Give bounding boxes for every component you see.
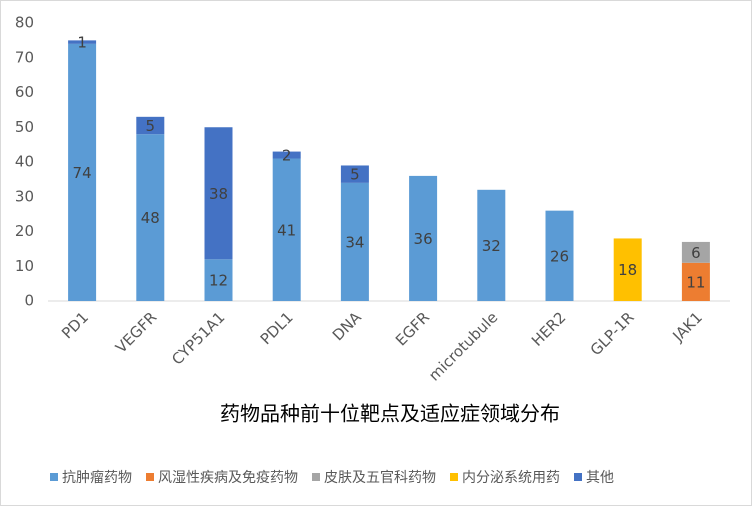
data-label: 26 [550,247,569,265]
bar-segment [204,259,233,301]
data-label: 34 [345,233,364,251]
legend-label: 内分泌系统用药 [462,470,560,486]
legend-swatch [574,473,582,481]
y-tick-label: 40 [15,153,34,171]
bar-segment [272,151,301,159]
data-label: 32 [482,237,501,255]
y-tick-label: 60 [15,83,34,101]
legend-label: 其他 [586,470,614,486]
data-label: 11 [686,273,705,291]
data-label: 18 [618,261,637,279]
bar-segment [136,116,165,135]
data-label: 36 [414,230,433,248]
data-label: 2 [282,147,292,165]
data-label: 1 [77,34,87,52]
legend-swatch [146,473,154,481]
y-tick-label: 50 [15,118,34,136]
bar-segment [68,40,97,44]
data-label: 74 [73,164,92,182]
y-tick-label: 70 [15,48,34,66]
bar-segment [681,241,710,263]
bar-segment [136,134,165,301]
y-tick-label: 80 [15,14,34,32]
legend-label: 皮肤及五官科药物 [324,470,436,486]
data-label: 48 [141,209,160,227]
bar-segment [545,210,574,301]
legend-label: 风湿性疾病及免疫药物 [158,470,298,486]
bar-segment [272,158,301,301]
data-label: 38 [209,185,228,203]
y-tick-label: 30 [15,187,34,205]
y-tick-label: 0 [24,292,34,310]
data-label: 41 [277,221,296,239]
bar-segment [68,43,97,301]
data-label: 5 [350,166,360,184]
data-label: 12 [209,272,228,290]
legend-swatch [50,473,58,481]
y-tick-label: 20 [15,222,34,240]
bar-segment [613,238,642,301]
chart-title: 药物品种前十位靶点及适应症领域分布 [220,402,560,426]
data-label: 5 [146,117,156,135]
legend-swatch [450,473,458,481]
bar-segment [409,175,438,301]
bar-segment [477,189,506,301]
bar-segment [340,182,369,301]
legend-label: 抗肿瘤药物 [62,469,132,486]
bar-segment [681,262,710,301]
legend-swatch [312,473,320,481]
data-label: 6 [691,244,701,262]
y-tick-label: 10 [15,257,34,275]
bar-segment [340,165,369,183]
bar-segment [204,127,233,260]
